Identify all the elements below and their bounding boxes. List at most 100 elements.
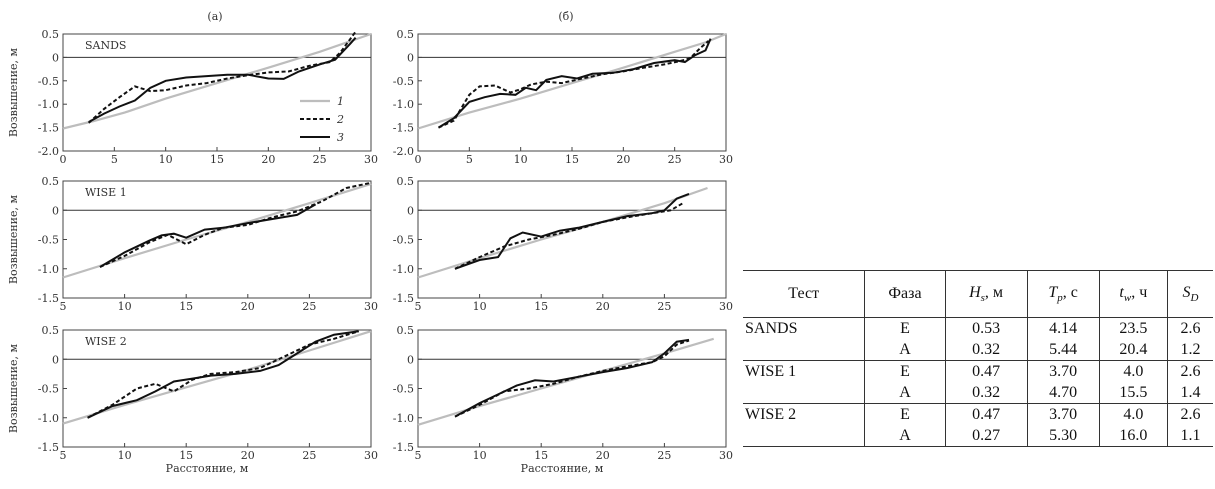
x-tick-label: 10	[118, 449, 132, 462]
cell-hs: 0.32	[944, 382, 1028, 404]
cell-tw: 4.0	[1098, 403, 1168, 425]
series-line-2	[88, 31, 357, 124]
cell-hs: 0.47	[944, 403, 1028, 425]
cell-phase: A	[864, 382, 946, 404]
series-line-3	[437, 38, 712, 129]
y-tick-label: -0.5	[393, 75, 414, 88]
x-tick-label: 15	[534, 449, 548, 462]
y-tick-label: -1.0	[38, 98, 59, 111]
y-tick-label: -1.0	[393, 412, 414, 425]
y-tick-label: 0	[407, 353, 414, 366]
y-tick-label: 0	[52, 51, 59, 64]
y-axis-label: Возвышение, м	[7, 195, 20, 285]
cell-phase: A	[864, 425, 946, 447]
y-tick-label: -2.0	[38, 145, 59, 158]
header-hs: Hs, м	[944, 270, 1028, 318]
cell-hs: 0.47	[944, 360, 1028, 382]
x-tick-label: 15	[179, 300, 193, 313]
x-tick-label: 5	[60, 449, 67, 462]
header-tw-symbol: t	[1119, 283, 1124, 301]
cell-hs: 0.53	[944, 317, 1028, 339]
table-row: WISE 2 E 0.47 3.70 4.0 2.6	[743, 403, 1213, 425]
x-tick-label: 10	[473, 449, 487, 462]
y-tick-label: -1.0	[38, 412, 59, 425]
panel-label: WISE 2	[85, 335, 127, 348]
y-tick-label: 0.5	[397, 175, 415, 188]
x-tick-label: 15	[534, 300, 548, 313]
cell-hs: 0.32	[944, 339, 1028, 361]
y-tick-label: 0	[407, 204, 414, 217]
y-tick-label: -1.5	[38, 441, 59, 454]
cell-tw: 4.0	[1098, 360, 1168, 382]
y-tick-label: 0.5	[42, 324, 60, 337]
cell-test: WISE 1	[745, 362, 797, 380]
cell-tp: 4.70	[1026, 382, 1100, 404]
x-axis-label: Расстояние, м	[166, 462, 249, 475]
x-tick-label: 30	[364, 153, 378, 166]
y-tick-label: -2.0	[393, 145, 414, 158]
y-tick-label: -0.5	[38, 234, 59, 247]
cell-tp: 4.14	[1026, 317, 1100, 339]
header-sd-symbol: S	[1182, 283, 1191, 301]
series-line-2	[454, 202, 684, 270]
legend-label-2: 2	[336, 113, 344, 126]
y-axis-label: Возвышение, м	[7, 344, 20, 434]
table-row: WISE 1 E 0.47 3.70 4.0 2.6	[743, 360, 1213, 382]
x-tick-label: 5	[60, 300, 67, 313]
series-line-1	[62, 330, 372, 425]
x-tick-label: 0	[415, 153, 422, 166]
series-line-3	[87, 330, 359, 419]
cell-test: SANDS	[745, 319, 798, 337]
y-tick-label: 0	[52, 204, 59, 217]
figure-charts: (a) (б)0.50-0.5-1.0-1.5-2.00 5 10 15 20 25 30SA…	[7, 10, 733, 475]
cell-test	[743, 339, 865, 361]
header-tw: tw, ч	[1098, 270, 1168, 318]
plot-frame	[417, 329, 727, 448]
cell-tp: 5.44	[1026, 339, 1100, 361]
cell-sd: 1.4	[1167, 382, 1213, 404]
y-tick-label: 0	[52, 353, 59, 366]
column-label-a: (a)	[207, 10, 222, 23]
series-line-1	[62, 32, 372, 130]
legend-label-1: 1	[337, 95, 344, 108]
cell-test	[743, 382, 865, 404]
cell-tp: 3.70	[1026, 403, 1100, 425]
cell-hs: 0.27	[944, 425, 1028, 447]
x-tick-label: 20	[241, 449, 255, 462]
cell-sd: 2.6	[1167, 317, 1213, 339]
x-tick-label: 0	[60, 153, 67, 166]
header-tp-unit: , с	[1062, 283, 1078, 301]
y-tick-label: -1.0	[393, 263, 414, 276]
cell-phase: E	[864, 360, 946, 382]
cell-sd: 2.6	[1167, 403, 1213, 425]
table-row: A 0.27 5.30 16.0 1.1	[743, 425, 1213, 447]
panel-label: SANDS	[85, 39, 126, 52]
x-axis-label: Расстояние, м	[521, 462, 604, 475]
y-tick-label: 0.5	[42, 28, 60, 41]
x-tick-label: 10	[473, 300, 487, 313]
table-row: A 0.32 5.44 20.4 1.2	[743, 339, 1213, 361]
header-sd: SD	[1167, 270, 1213, 318]
x-tick-label: 15	[210, 153, 224, 166]
x-tick-label: 30	[719, 300, 733, 313]
header-test: Тест	[743, 270, 865, 318]
x-tick-label: 20	[596, 449, 610, 462]
y-tick-label: -1.0	[393, 98, 414, 111]
header-sd-sub: D	[1190, 292, 1199, 305]
y-tick-label: 0.5	[397, 28, 415, 41]
x-tick-label: 5	[415, 449, 422, 462]
x-tick-label: 10	[514, 153, 528, 166]
x-tick-label: 15	[565, 153, 579, 166]
series-line-3	[99, 203, 317, 268]
header-phase: Фаза	[864, 270, 946, 318]
cell-tp: 5.30	[1026, 425, 1100, 447]
x-tick-label: 20	[261, 153, 275, 166]
cell-phase: E	[864, 403, 946, 425]
cell-tw: 23.5	[1098, 317, 1168, 339]
x-tick-label: 25	[657, 449, 671, 462]
x-tick-label: 15	[179, 449, 193, 462]
cell-sd: 2.6	[1167, 360, 1213, 382]
header-tw-unit: , ч	[1131, 283, 1148, 301]
x-tick-label: 5	[415, 300, 422, 313]
header-tp-symbol: T	[1048, 283, 1058, 301]
